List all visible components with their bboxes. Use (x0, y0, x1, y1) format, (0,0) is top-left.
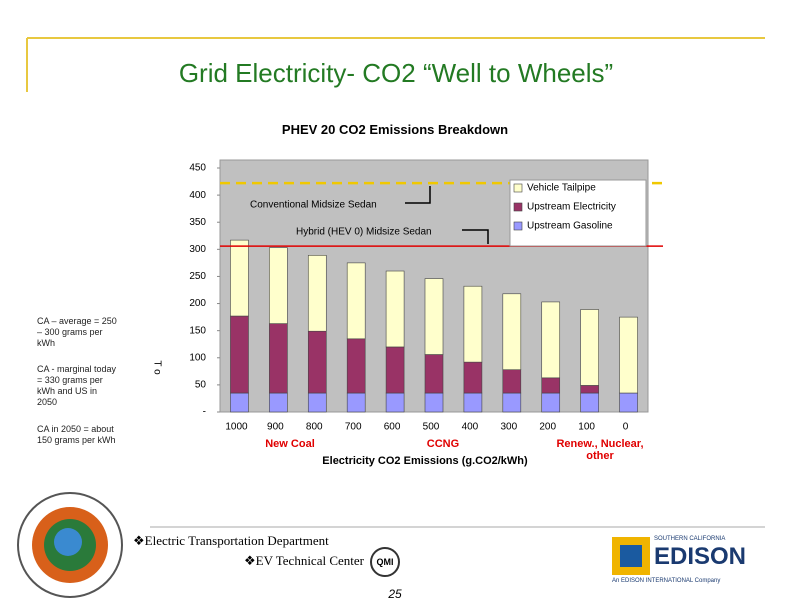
y-axis-title: T o (151, 360, 163, 375)
edison-sub: An EDISON INTERNATIONAL Company (612, 578, 721, 584)
bar-segment (346, 338, 366, 394)
bar-segment (463, 361, 483, 394)
bar-segment (307, 330, 327, 394)
group-label: Renew., Nuclear, other (556, 438, 644, 462)
x-tick-label: 400 (462, 422, 479, 433)
bar-segment (269, 323, 288, 394)
bar-segment (346, 262, 366, 340)
annotation: Hybrid (HEV 0) Midsize Sedan (296, 227, 432, 238)
y-tick-label: 250 (189, 271, 206, 282)
bar-segment (541, 392, 561, 413)
bar-segment (307, 392, 327, 413)
bar-segment (230, 315, 249, 394)
qmi-text: QMI (376, 557, 394, 567)
legend-swatch (513, 221, 523, 231)
bar-segment (385, 392, 405, 413)
chart-title: PHEV 20 CO2 Emissions Breakdown (281, 122, 509, 137)
footer-department: ❖Electric Transportation Department (133, 533, 329, 548)
y-tick-label: 200 (189, 298, 206, 309)
y-tick-label: 350 (189, 217, 206, 228)
side-note: CA - marginal today = 330 grams per kWh … (37, 364, 117, 407)
side-note: CA – average = 250 – 300 grams per kWh (37, 316, 117, 348)
legend-label: Upstream Gasoline (527, 221, 613, 232)
bar-segment (580, 309, 599, 386)
bar-segment (346, 392, 366, 413)
x-axis-title: Electricity CO2 Emissions (g.CO2/kWh) (322, 455, 528, 467)
legend-label: Vehicle Tailpipe (527, 183, 596, 194)
bar-segment (580, 385, 599, 394)
bar-segment (541, 377, 561, 394)
edison-name: EDISON (654, 543, 747, 570)
bar-segment (580, 392, 599, 413)
slide-title: Grid Electricity- CO2 “Well to Wheels” (178, 58, 614, 88)
annotation: Conventional Midsize Sedan (250, 200, 377, 211)
page-number: 25 (388, 587, 402, 601)
x-tick-label: 0 (623, 422, 629, 433)
x-tick-label: 900 (267, 422, 284, 433)
transport-logo (17, 492, 123, 598)
bar-segment (424, 278, 444, 355)
bar-segment (502, 293, 522, 371)
bar-segment (463, 285, 483, 363)
bar-segment (502, 392, 522, 413)
y-tick-label: 450 (189, 163, 206, 174)
bar-segment (269, 247, 288, 324)
y-tick-label: 50 (195, 380, 207, 391)
edison-logo (612, 537, 650, 575)
bar-segment (619, 316, 638, 394)
x-tick-label: 100 (578, 422, 595, 433)
bar-segment (230, 239, 249, 317)
x-tick-label: 500 (423, 422, 440, 433)
bar-segment (502, 369, 522, 394)
group-label: New Coal (265, 438, 315, 450)
x-tick-label: 600 (384, 422, 401, 433)
y-tick-label: 100 (189, 352, 206, 363)
bar-segment (230, 392, 249, 413)
annotation-arrow (405, 186, 431, 204)
y-tick-label: - (203, 407, 206, 418)
x-tick-label: 1000 (225, 422, 248, 433)
bar-segment (541, 301, 561, 379)
x-tick-label: 700 (345, 422, 362, 433)
legend-swatch (513, 183, 523, 193)
y-tick-label: 400 (189, 190, 206, 201)
edison-top: SOUTHERN CALIFORNIA (654, 536, 726, 542)
x-tick-label: 200 (539, 422, 556, 433)
footer-center: ❖EV Technical Center (243, 553, 364, 568)
annotation-arrow (462, 229, 489, 244)
bar-segment (424, 392, 444, 413)
legend-swatch (513, 202, 523, 212)
bar-segment (269, 392, 288, 413)
bar-segment (385, 346, 405, 394)
group-label: CCNG (426, 438, 460, 450)
bar-segment (385, 270, 405, 348)
y-tick-label: 300 (189, 244, 206, 255)
side-note: CA in 2050 = about 150 grams per kWh (37, 424, 116, 445)
bar-segment (619, 392, 638, 413)
x-tick-label: 800 (306, 422, 323, 433)
y-tick-label: 150 (189, 325, 206, 336)
legend-box (509, 179, 647, 247)
bar-segment (424, 354, 444, 394)
bar-segment (463, 392, 483, 413)
qmi-logo (370, 547, 400, 577)
bar-segment (307, 254, 327, 332)
x-tick-label: 300 (500, 422, 517, 433)
legend-label: Upstream Electricity (527, 202, 616, 213)
